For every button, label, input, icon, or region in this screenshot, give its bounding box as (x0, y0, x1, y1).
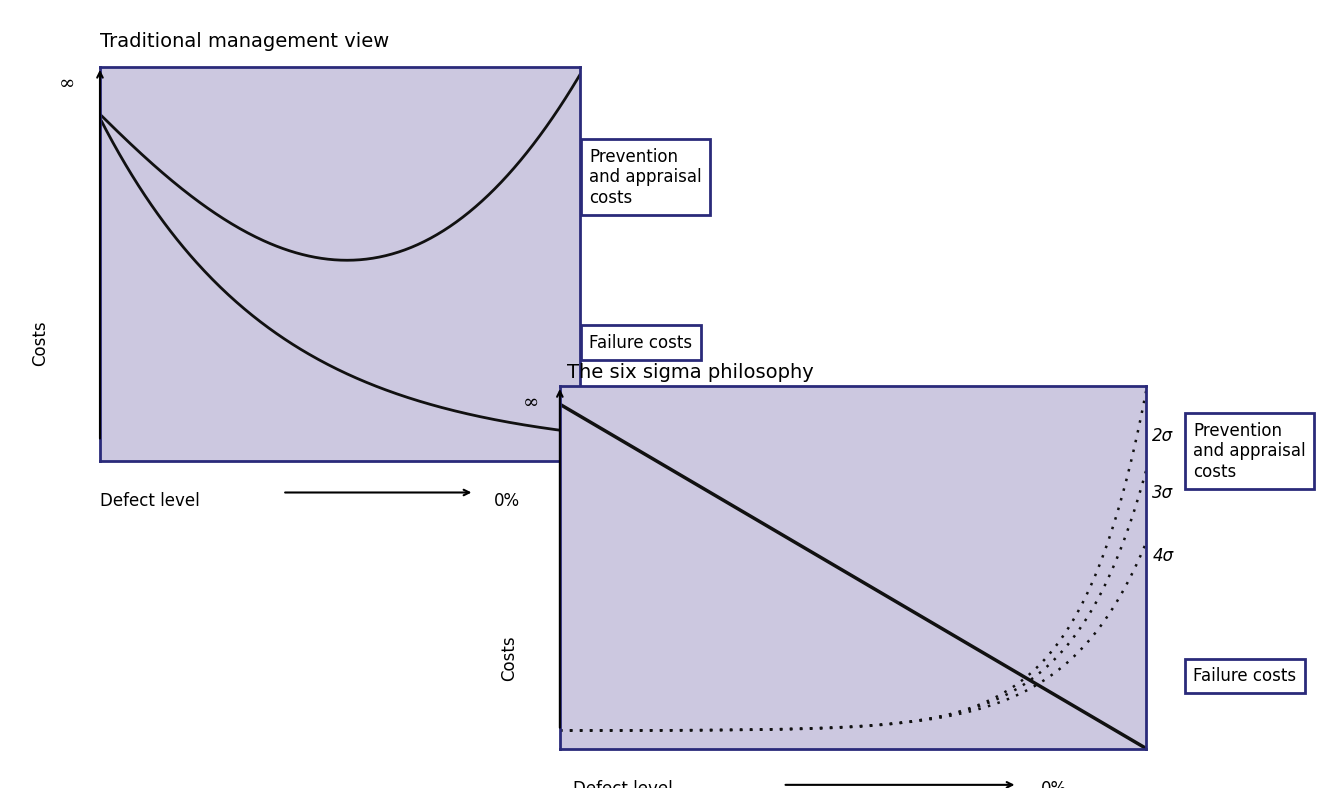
Text: Costs: Costs (31, 320, 49, 366)
Text: Failure costs: Failure costs (589, 334, 693, 351)
Text: 4σ: 4σ (1152, 548, 1173, 566)
Text: Failure costs: Failure costs (1193, 667, 1297, 685)
Text: Traditional management view: Traditional management view (100, 32, 389, 51)
Text: The six sigma philosophy: The six sigma philosophy (567, 363, 813, 382)
Text: 2σ: 2σ (1152, 427, 1173, 444)
Text: Prevention
and appraisal
costs: Prevention and appraisal costs (589, 147, 702, 207)
Text: Defect level: Defect level (573, 780, 673, 788)
Text: Prevention
and appraisal
costs: Prevention and appraisal costs (1193, 422, 1306, 481)
Text: 3σ: 3σ (1152, 485, 1173, 502)
Text: ∞: ∞ (523, 394, 539, 412)
Text: Costs: Costs (500, 635, 519, 681)
Text: ∞: ∞ (59, 75, 75, 93)
Text: 0%: 0% (493, 492, 520, 511)
Text: Defect level: Defect level (100, 492, 200, 511)
Text: 0%: 0% (1041, 780, 1066, 788)
